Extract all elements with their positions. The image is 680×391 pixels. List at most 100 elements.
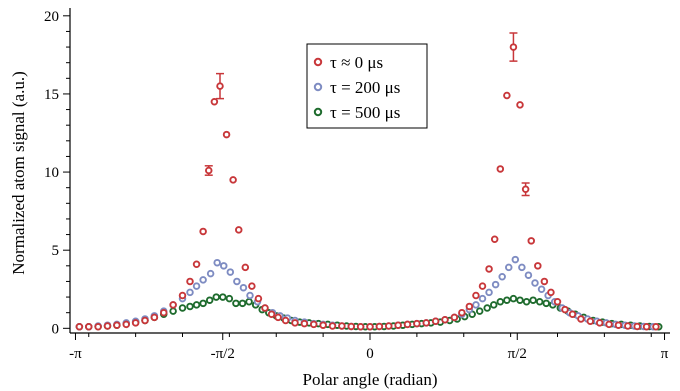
data-point: [522, 298, 531, 306]
data-point: [232, 299, 240, 308]
data-point: [542, 299, 551, 308]
data-point: [595, 319, 604, 327]
data-point: [511, 255, 520, 264]
data-point: [225, 294, 234, 303]
data-point: [577, 315, 585, 323]
data-point: [535, 298, 544, 306]
legend-marker: [313, 82, 323, 92]
data-point: [516, 101, 524, 109]
data-point: [524, 271, 533, 279]
series-1: [75, 255, 657, 331]
data-point: [150, 313, 159, 322]
data-point: [356, 323, 365, 331]
y-tick-label: 5: [52, 243, 60, 259]
data-point: [503, 296, 511, 304]
y-axis: 0 5 10 15 20: [44, 8, 71, 337]
data-point: [328, 322, 337, 330]
y-axis-title: Normalized atom signal (a.u.): [9, 71, 28, 274]
x-tick-label: π: [661, 346, 669, 362]
data-point: [281, 316, 290, 325]
data-point: [485, 288, 493, 297]
data-point: [219, 262, 228, 270]
data-point: [254, 294, 263, 303]
data-point: [178, 304, 187, 312]
legend-label: τ = 500 μs: [330, 103, 400, 122]
data-point: [478, 282, 487, 290]
data-point: [199, 227, 207, 236]
series-0: [75, 32, 660, 331]
data-point: [534, 262, 542, 270]
data-point: [605, 320, 613, 329]
data-point: [431, 317, 440, 326]
data-point: [503, 91, 511, 100]
data-point: [226, 268, 235, 276]
data-point: [212, 293, 220, 301]
x-tick-label: -π/2: [211, 346, 235, 362]
legend: τ ≈ 0 μs τ = 200 μs τ = 500 μs: [306, 43, 428, 129]
y-tick-label: 15: [44, 87, 59, 103]
data-point: [496, 298, 505, 306]
data-point: [238, 299, 247, 308]
data-point: [498, 273, 506, 281]
data-point: [394, 321, 402, 329]
data-point: [529, 296, 537, 304]
legend-marker: [313, 57, 323, 67]
data-point: [204, 166, 213, 175]
data-point: [233, 277, 241, 286]
data-point: [366, 323, 374, 331]
data-point: [527, 237, 536, 245]
data-point: [472, 291, 480, 300]
data-point: [614, 321, 623, 329]
data-point: [509, 43, 518, 51]
data-point: [472, 301, 480, 309]
data-point: [624, 322, 632, 330]
data-point: [141, 316, 149, 325]
data-point: [103, 322, 112, 330]
data-point: [319, 321, 327, 329]
data-point: [186, 277, 194, 286]
data-point: [531, 279, 539, 287]
data-point: [192, 282, 201, 290]
data-point: [169, 301, 177, 309]
data-point: [413, 319, 421, 328]
data-point: [234, 226, 243, 234]
data-point: [229, 176, 237, 184]
data-point: [633, 322, 641, 331]
data-point: [248, 282, 256, 290]
plot-area: [75, 32, 663, 331]
data-point: [199, 276, 207, 284]
data-point: [422, 319, 431, 327]
x-tick-label: 0: [366, 346, 374, 362]
data-point: [159, 308, 168, 317]
data-point: [291, 319, 299, 327]
data-point: [642, 323, 651, 331]
legend-marker: [313, 107, 323, 117]
data-point: [478, 294, 487, 303]
data-point: [241, 263, 250, 272]
x-tick-label: π/2: [508, 346, 527, 362]
data-point: [239, 283, 248, 292]
y-tick-label: 10: [44, 165, 59, 181]
data-point: [199, 299, 207, 308]
data-point: [509, 294, 518, 303]
y-tick-label: 20: [44, 9, 59, 25]
data-point: [652, 323, 660, 331]
data-point: [206, 269, 215, 278]
y-tick-label: 0: [52, 321, 60, 337]
data-point: [540, 277, 549, 286]
data-point: [178, 291, 187, 300]
data-point: [274, 313, 282, 322]
data-point: [491, 280, 500, 289]
data-point: [122, 320, 130, 329]
data-point: [496, 165, 505, 173]
x-axis: -π -π/2 0 π/2 π: [69, 332, 670, 362]
data-point: [385, 322, 393, 330]
data-point: [553, 298, 562, 306]
data-point: [483, 304, 491, 312]
data-point: [131, 319, 140, 327]
data-point: [450, 313, 459, 322]
data-point: [375, 322, 384, 331]
data-point: [338, 322, 346, 330]
legend-box: [306, 43, 428, 129]
data-point: [586, 317, 595, 326]
